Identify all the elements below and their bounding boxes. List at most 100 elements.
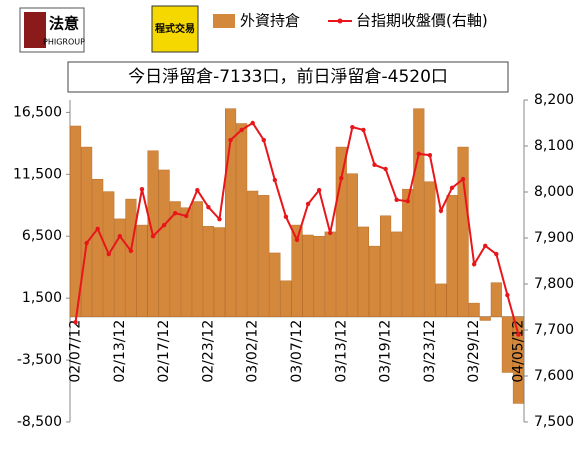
price-point (438, 208, 444, 214)
bar (435, 283, 447, 317)
badge (151, 5, 199, 53)
y2-tick-label: 8,100 (534, 138, 574, 154)
price-point (427, 153, 433, 158)
x-tick-label: 02/17/12 (156, 320, 172, 383)
bar (236, 123, 248, 317)
x-tick-label: 03/13/12 (333, 320, 349, 383)
bar (446, 195, 458, 317)
price-point (449, 185, 455, 191)
price-point (272, 177, 278, 183)
price-point (84, 240, 89, 246)
price-point (372, 162, 377, 168)
bar (180, 207, 192, 317)
bar (81, 146, 93, 317)
bar (501, 316, 513, 373)
price-point (172, 210, 178, 216)
price-point (150, 233, 156, 239)
x-tick-label: 02/13/12 (112, 320, 128, 383)
price-point (206, 204, 211, 210)
x-tick-label: 03/02/12 (245, 320, 261, 383)
price-point (339, 176, 344, 181)
y2-tick-label: 8,000 (534, 184, 574, 200)
bar (92, 179, 104, 317)
bar (368, 245, 381, 317)
x-tick-label: 03/29/12 (466, 320, 482, 383)
x-tick-label: 03/07/12 (289, 320, 305, 383)
bar (313, 235, 325, 317)
price-point (361, 127, 366, 133)
price-point (73, 319, 78, 325)
price-point (294, 237, 300, 243)
logo-name: 法意 (49, 15, 79, 33)
price-point (117, 233, 123, 239)
price-point (316, 187, 322, 193)
x-tick-label: 04/05/12 (510, 320, 526, 383)
price-point (483, 243, 488, 249)
price-point (239, 127, 244, 133)
price-point (350, 124, 355, 130)
x-tick-label: 02/07/12 (68, 320, 84, 383)
bar (335, 146, 347, 317)
bar (269, 252, 281, 317)
y2-tick-label: 8,200 (534, 92, 574, 108)
bar (346, 173, 358, 317)
price-point (184, 213, 189, 219)
bar (402, 188, 414, 317)
price-point (328, 230, 333, 236)
price-point (161, 222, 167, 228)
badge-text: 程式交易 (155, 22, 195, 35)
price-point (494, 251, 499, 257)
y-tick-label: 11,500 (13, 166, 62, 182)
price-point (505, 292, 510, 298)
bar (291, 224, 303, 317)
price-point (228, 137, 233, 143)
price-point (106, 251, 111, 257)
x-tick-label: 02/23/12 (200, 320, 216, 383)
x-tick-label: 03/19/12 (378, 320, 394, 383)
y2-tick-label: 7,800 (534, 276, 574, 292)
price-point (95, 226, 100, 231)
y-tick-label: 6,500 (22, 228, 62, 244)
y-tick-label: 1,500 (22, 290, 62, 306)
bar (136, 224, 148, 317)
y-tick-label: -8,500 (17, 414, 62, 430)
chart-title: 今日淨留倉-7133口，前日淨留倉-4520口 (128, 67, 448, 87)
price-point (195, 187, 200, 193)
bar (224, 108, 237, 317)
bar (413, 108, 425, 317)
price-point (471, 262, 477, 267)
bar (169, 201, 181, 317)
bar (479, 316, 491, 321)
price-point (460, 176, 466, 182)
y2-tick-label: 7,700 (534, 322, 574, 338)
title-box (67, 61, 509, 93)
price-point (405, 199, 410, 204)
price-point (139, 187, 145, 192)
bar (258, 195, 270, 317)
bar (280, 280, 292, 317)
y2-tick-label: 7,500 (534, 414, 574, 430)
bar (380, 215, 392, 317)
bar (247, 190, 259, 317)
y2-tick-label: 7,600 (534, 368, 574, 384)
price-point (217, 216, 222, 222)
logo-sub: PHIGROUP (43, 38, 85, 47)
bar (357, 226, 370, 317)
bar (202, 226, 214, 317)
y-tick-label: 16,500 (13, 104, 62, 120)
bar (490, 282, 502, 317)
bar (457, 146, 469, 317)
bar (424, 181, 436, 317)
x-tick-label: 03/23/12 (422, 320, 438, 383)
bar (158, 169, 170, 317)
bar (512, 316, 525, 404)
price-point (305, 201, 311, 207)
price-point (394, 197, 399, 203)
bar (391, 231, 403, 317)
price-point (383, 166, 388, 172)
legend-dot (337, 18, 343, 24)
bar (213, 227, 226, 317)
price-point (128, 248, 134, 254)
price-point (261, 137, 266, 143)
